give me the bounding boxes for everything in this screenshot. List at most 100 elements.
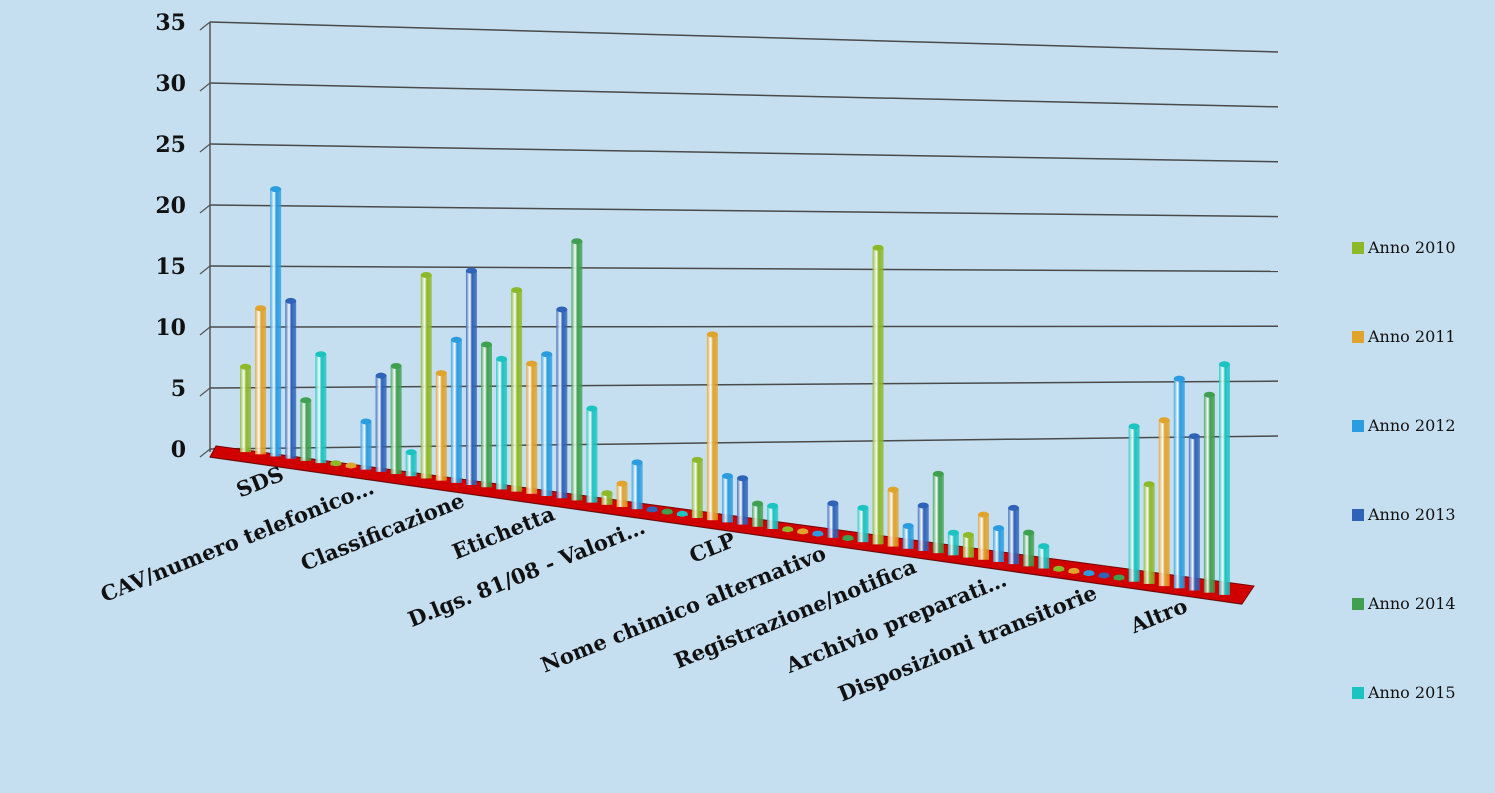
bar-top [676,510,688,517]
bar-top [300,397,312,404]
bar-body [375,375,387,472]
bar-body [571,241,583,501]
bar [601,490,613,505]
bar-top [978,511,989,518]
x-tick-label: SDS [233,461,287,502]
bar-body [737,478,749,525]
bar-top [1098,572,1110,579]
bar-top [601,490,613,497]
bar [360,418,372,470]
bar-body [526,363,538,494]
bar-top [1023,529,1035,536]
bar-top [270,186,282,193]
bar [586,405,598,503]
bar [1053,565,1065,572]
bar-top [420,272,432,279]
bar [1038,543,1050,569]
gridline [209,204,1279,218]
bar [978,511,989,560]
bar [1008,504,1020,565]
bar-top [993,525,1005,532]
bar-body [752,503,764,527]
bar-top [932,470,944,477]
bar-top [616,480,628,487]
bar-body [1188,436,1200,591]
bar-body [887,489,899,547]
bar-body [496,358,508,490]
y-tick-label: 35 [155,10,186,36]
bar [872,244,884,545]
y-tick-label: 15 [155,254,186,280]
bar-top [872,244,884,251]
bar-top [1008,504,1020,511]
legend-swatch [1352,241,1364,254]
bar [496,355,508,490]
bar-top [375,372,387,379]
y-tick-label: 25 [155,132,186,158]
bar [842,534,854,541]
bar-top [556,306,568,313]
bar-body [300,400,312,461]
bar [1143,481,1155,584]
bar [646,506,658,513]
bar [390,363,402,475]
bar-top [706,331,718,338]
gridline [209,265,1279,273]
bar-top [450,336,462,343]
bar-top [962,531,974,538]
bar-body [1128,426,1140,582]
bar-body [902,526,914,549]
bar [676,510,688,517]
legend-label: Anno 2013 [1368,505,1456,524]
bar-top [1053,565,1065,572]
bar-body [962,534,974,558]
gridline-tick [199,387,211,397]
bar [435,370,447,481]
legend-label: Anno 2011 [1368,327,1456,346]
bar [616,480,628,508]
bar-top [586,405,598,412]
bar-body [706,334,718,521]
bar [812,530,824,537]
bar-top [917,502,929,509]
bar [661,508,673,515]
bar [857,504,869,543]
bar [541,351,553,497]
gridline-tick [199,21,211,31]
bar [420,272,432,479]
bar [255,305,267,455]
gridline [209,380,1279,389]
gridlines [199,21,1279,458]
bar-body [360,421,372,470]
bar-top [721,473,733,480]
bar-top [782,526,794,533]
bar-top [285,297,297,304]
gridline-tick [199,204,211,214]
legend-item: Anno 2011 [1352,327,1456,346]
bar-top [360,418,372,425]
bars [240,186,1230,595]
bar-top [646,506,658,513]
bar [481,341,492,488]
bar-body [255,308,267,455]
gridline-tick [199,448,211,458]
bar-top [812,530,824,537]
bar-body [315,354,327,464]
bar-top [842,534,854,541]
bar [827,500,839,538]
y-tick-label: 5 [171,376,186,402]
bar-body [631,462,643,510]
bar-body [481,344,492,488]
bar-top [435,370,447,377]
bar-top [465,267,477,274]
bar-top [661,508,673,515]
bar-top [857,504,869,511]
y-tick-label: 20 [155,193,186,219]
bar-body [420,275,432,479]
bar-top [1068,567,1080,574]
bar [465,267,477,486]
legend-swatch [1352,330,1364,343]
bar-body [541,354,553,497]
